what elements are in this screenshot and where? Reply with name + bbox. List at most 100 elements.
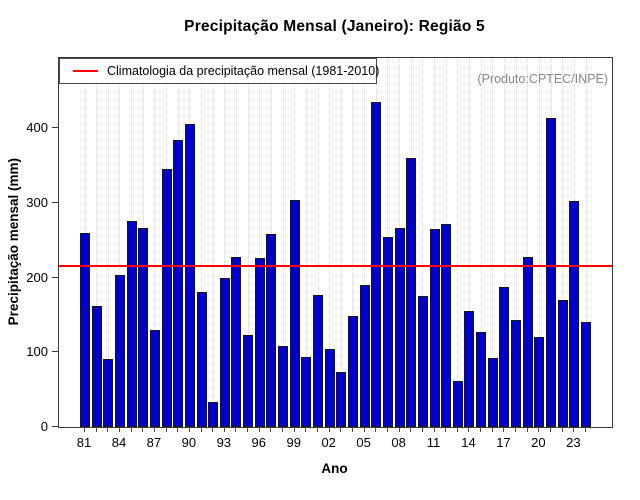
- x-tick-1990: [188, 427, 190, 432]
- x-tick-2018: [515, 427, 517, 432]
- x-tick-2008: [398, 427, 400, 432]
- x-tick-2009: [410, 427, 412, 432]
- bar-1998: [278, 346, 289, 427]
- x-tick-1999: [293, 427, 295, 432]
- x-tick-1989: [177, 427, 179, 432]
- x-tick-1997: [270, 427, 272, 432]
- bar-1989: [173, 140, 184, 427]
- x-tick-2004: [351, 427, 353, 432]
- x-tick-1986: [142, 427, 144, 432]
- bar-1991: [196, 292, 207, 427]
- bar-1994: [231, 257, 242, 427]
- bar-1987: [149, 330, 160, 427]
- x-tick-1984: [118, 427, 120, 432]
- gridline-2018: [515, 58, 517, 427]
- bar-2001: [313, 295, 324, 427]
- bar-2024: [581, 322, 591, 427]
- bar-2017: [499, 287, 510, 427]
- x-tick-2020: [538, 427, 540, 432]
- bar-1999: [289, 200, 300, 427]
- x-tick-2019: [526, 427, 528, 432]
- bar-2014: [464, 311, 475, 427]
- bar-2022: [557, 300, 568, 427]
- bar-1996: [254, 258, 265, 427]
- x-tick-2000: [305, 427, 307, 432]
- bar-1986: [138, 228, 149, 427]
- gridline-2005: [364, 58, 366, 427]
- bar-2005: [359, 285, 370, 427]
- gridline-2010: [422, 58, 424, 427]
- bar-2008: [394, 228, 405, 427]
- producer-watermark: (Produto:CPTEC/INPE): [477, 72, 608, 86]
- x-tick-1991: [200, 427, 202, 432]
- gridline-1982: [96, 58, 98, 427]
- x-tick-2001: [317, 427, 319, 432]
- x-tick-label-2023: 23: [566, 435, 581, 450]
- y-tick-100: [52, 351, 58, 353]
- bar-2002: [324, 349, 335, 427]
- x-tick-2021: [550, 427, 552, 432]
- x-tick-2024: [585, 427, 586, 432]
- y-tick-label-0: 0: [40, 419, 48, 434]
- climatology-line: [59, 265, 612, 268]
- x-tick-label-2005: 05: [356, 435, 371, 450]
- bar-2003: [336, 372, 347, 427]
- y-tick-400: [52, 127, 58, 129]
- bar-2021: [546, 118, 557, 427]
- bar-2019: [522, 257, 533, 427]
- gridline-2001: [317, 58, 319, 427]
- y-tick-label-200: 200: [26, 269, 48, 285]
- x-tick-2005: [363, 427, 365, 432]
- x-tick-2022: [561, 427, 563, 432]
- x-tick-2013: [456, 427, 458, 432]
- gridline-1984: [119, 58, 121, 427]
- x-tick-label-2020: 20: [531, 435, 546, 450]
- legend-red-line-swatch: [73, 70, 98, 72]
- bar-2016: [487, 358, 498, 427]
- x-tick-2011: [433, 427, 435, 432]
- x-tick-label-1984: 84: [111, 435, 127, 450]
- bar-1995: [243, 335, 254, 427]
- x-tick-1994: [235, 427, 237, 432]
- gridline-2019: [527, 58, 529, 427]
- bar-2004: [347, 316, 358, 427]
- gridline-1994: [235, 58, 237, 427]
- gridline-1992: [212, 58, 214, 427]
- gridline-2020: [538, 58, 540, 427]
- x-tick-2023: [573, 427, 575, 432]
- bar-1984: [114, 275, 125, 427]
- y-tick-label-100: 100: [26, 344, 48, 360]
- x-tick-2016: [491, 427, 493, 432]
- x-tick-1983: [107, 427, 109, 432]
- x-tick-1998: [282, 427, 284, 432]
- x-tick-label-2017: 17: [496, 435, 511, 450]
- gridline-2017: [503, 58, 505, 427]
- bar-2012: [441, 224, 452, 427]
- x-tick-1982: [95, 427, 97, 432]
- gridline-1998: [282, 58, 284, 427]
- x-tick-2017: [503, 427, 505, 432]
- chart-title: Precipitação Mensal (Janeiro): Região 5: [184, 18, 485, 35]
- gridline-2004: [352, 58, 354, 427]
- x-tick-2012: [445, 427, 447, 432]
- x-tick-label-1996: 96: [251, 435, 266, 450]
- gridline-2000: [305, 58, 307, 427]
- gridline-2022: [562, 58, 564, 427]
- bar-2020: [534, 337, 545, 427]
- x-tick-label-1987: 87: [146, 435, 162, 450]
- x-tick-label-2002: 02: [321, 435, 336, 450]
- x-tick-2002: [328, 427, 330, 432]
- gridline-1991: [201, 58, 202, 427]
- gridline-1996: [259, 58, 261, 427]
- bar-2000: [301, 357, 312, 427]
- bar-2006: [371, 102, 382, 427]
- x-tick-label-2011: 11: [426, 435, 441, 450]
- bar-2023: [569, 201, 580, 427]
- gridline-2013: [457, 58, 459, 427]
- gridline-1987: [154, 58, 156, 427]
- gridline-2016: [492, 58, 494, 427]
- x-tick-1985: [130, 427, 132, 432]
- bar-2009: [406, 158, 417, 427]
- bar-2015: [476, 332, 487, 427]
